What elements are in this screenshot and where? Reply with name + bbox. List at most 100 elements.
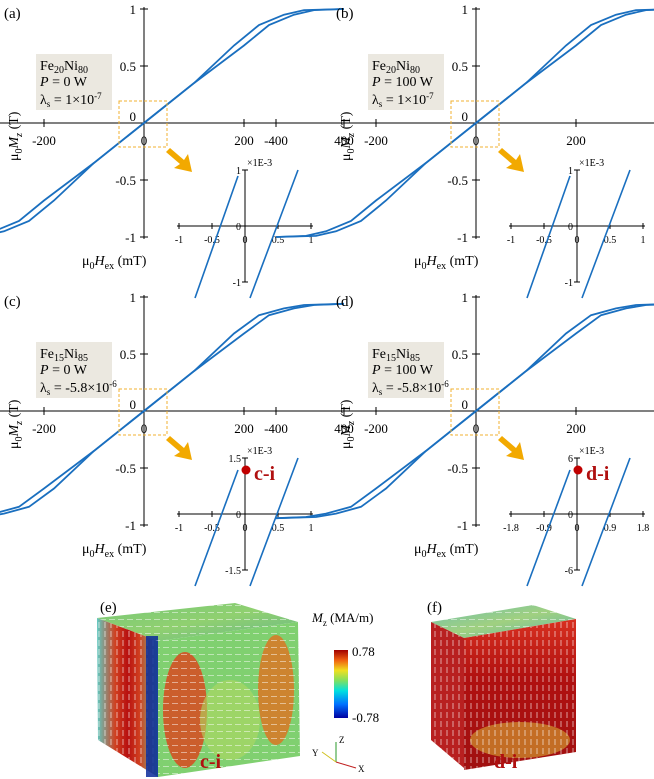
inset-scale: ×1E-3 — [579, 158, 604, 169]
inset-y-tick-label: 1 — [236, 166, 241, 177]
inset-y-tick-label: -1.5 — [225, 566, 241, 577]
x-axis-label: μ0Hex (mT) — [414, 254, 479, 272]
zoom-arrow — [166, 436, 192, 460]
panel-f: (f) d-i — [427, 600, 576, 773]
y-tick-label: -0.5 — [115, 461, 136, 476]
marker-dot — [241, 465, 251, 475]
y-tick-label: 1 — [130, 2, 137, 17]
inset-scale: ×1E-3 — [247, 446, 272, 457]
y-tick-label: -1 — [457, 518, 468, 533]
inset-x-tick-label: 0 — [243, 235, 248, 246]
hysteresis-curve-down — [275, 303, 654, 520]
inset-x-tick-label: 0.5 — [272, 523, 285, 534]
y-tick-label: 0.5 — [452, 59, 468, 74]
x-tick-label: 0 — [473, 133, 480, 148]
x-tick-label: -200 — [32, 133, 56, 148]
inset-x-tick-label: 1 — [641, 235, 646, 246]
y-tick-label: 0 — [462, 109, 469, 124]
y-tick-label: -0.5 — [447, 461, 468, 476]
y-tick-label: 0.5 — [120, 347, 136, 362]
y-tick-label: -1 — [457, 230, 468, 245]
colorbar-max: 0.78 — [352, 644, 375, 659]
zoom-box — [450, 388, 500, 436]
panel-c: -400 -200 0 200 400 1 0.5 0 -0.5 -1 μ0Hex (mT) μ0Mz… — [0, 290, 354, 587]
panel-label: (a) — [4, 6, 21, 22]
y-tick-label: 0.5 — [120, 59, 136, 74]
material-label: Fe20Ni80 — [372, 59, 420, 76]
marker-dot — [573, 465, 583, 475]
y-axis-label: μ0Mz (T) — [7, 111, 25, 161]
power-label: P = 100 W — [371, 363, 434, 378]
colorbar-title: Mz (MA/m) — [311, 610, 373, 628]
x-tick-label: 200 — [234, 421, 254, 436]
x-tick-label: 0 — [141, 421, 148, 436]
inset-branch-right — [581, 169, 631, 299]
inset-y-tick-label: 1.5 — [229, 454, 242, 465]
y-axis-label: μ0Mz (T) — [7, 399, 25, 449]
caption-d-i: d-i — [494, 751, 518, 773]
info-box — [368, 54, 444, 110]
inset-y-tick-label: 6 — [568, 454, 573, 465]
power-label: P = 100 W — [371, 75, 434, 90]
inset-branch-right — [249, 457, 299, 587]
axis-y-label: Y — [312, 748, 319, 758]
inset-x-tick-label: -1.8 — [503, 523, 519, 534]
y-axis-label: μ0Mz (T) — [339, 111, 357, 161]
inset-branch-left — [194, 469, 239, 587]
hysteresis-curve-down — [275, 8, 654, 238]
y-tick-label: 0 — [130, 397, 137, 412]
panel-a: -400 -200 0 200 400 1 0.5 0 -0.5 -1 μ0Hex (mT) μ0Mz… — [0, 2, 354, 299]
zoom-box — [118, 388, 168, 436]
inset-branch-left — [526, 469, 571, 587]
panel-b: -400 -200 0 200 400 1 0.5 0 -0.5 -1 μ0Hex (mT) μ0Mz… — [264, 2, 654, 299]
cube-f — [431, 605, 576, 770]
y-tick-label: 0.5 — [452, 347, 468, 362]
inset-x-tick-label: -0.9 — [536, 523, 552, 534]
zoom-box — [450, 100, 500, 148]
panel-f-label: (f) — [427, 600, 442, 616]
zoom-arrow — [498, 436, 524, 460]
inset-x-tick-label: 0 — [575, 235, 580, 246]
colorbar-gradient — [334, 650, 348, 718]
inset-branch-right — [581, 457, 631, 587]
inset-y-tick-label: -1 — [565, 278, 573, 289]
colorbar: Mz (MA/m) 0.78 -0.78 Z X Y — [311, 610, 379, 774]
material-label: Fe15Ni85 — [40, 347, 88, 364]
inset-x-tick-label: 0.5 — [604, 235, 617, 246]
colorbar-min: -0.78 — [352, 710, 379, 725]
inset-branch-right — [249, 169, 299, 299]
y-tick-label: 0 — [130, 109, 137, 124]
x-axis-label: μ0Hex (mT) — [82, 542, 147, 560]
y-tick-label: 1 — [462, 2, 469, 17]
inset-x-tick-label: 0.5 — [272, 235, 285, 246]
x-tick-label: -200 — [364, 421, 388, 436]
x-tick-label: -400 — [264, 421, 288, 436]
axis-z-label: Z — [339, 735, 345, 745]
inset-x-tick-label: 1 — [309, 235, 314, 246]
inset-y-tick-label: 0 — [568, 222, 573, 233]
x-axis-label: μ0Hex (mT) — [82, 254, 147, 272]
y-tick-label: -1 — [125, 230, 136, 245]
x-axis-label: μ0Hex (mT) — [414, 542, 479, 560]
inset-scale: ×1E-3 — [247, 158, 272, 169]
marker-label: c-i — [254, 463, 276, 485]
lambda-label: λs = -5.8×10-6 — [40, 379, 117, 397]
inset-x-tick-label: -1 — [175, 235, 183, 246]
axis-x-label: X — [358, 764, 365, 774]
info-box — [36, 54, 112, 110]
inset-y-tick-label: 0 — [568, 510, 573, 521]
zoom-arrow — [498, 148, 524, 172]
zoom-box — [118, 100, 168, 148]
inset-y-tick-label: 0 — [236, 222, 241, 233]
y-axis-label: μ0Mz (T) — [339, 399, 357, 449]
inset-y-tick-label: 0 — [236, 510, 241, 521]
info-box — [36, 342, 112, 398]
hysteresis-curve-down — [0, 302, 345, 516]
y-tick-label: -0.5 — [115, 173, 136, 188]
x-tick-label: -400 — [264, 133, 288, 148]
power-label: P = 0 W — [39, 75, 88, 90]
y-tick-label: 1 — [462, 290, 469, 305]
inset-x-tick-label: 1.8 — [637, 523, 650, 534]
panel-e: (e) c-i — [97, 600, 300, 777]
